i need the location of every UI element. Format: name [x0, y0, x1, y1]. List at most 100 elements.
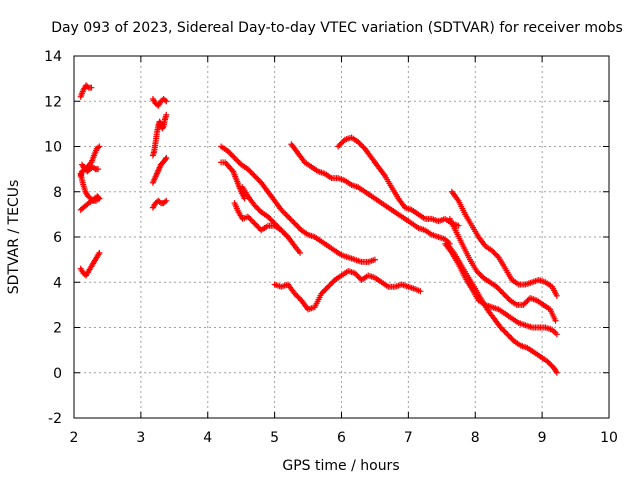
data-point [251, 172, 258, 179]
data-point [280, 209, 287, 216]
series-s9 [149, 154, 170, 186]
x-tick-label: 2 [70, 430, 79, 446]
data-point [336, 142, 343, 149]
data-point [156, 198, 163, 205]
data-point [256, 207, 263, 214]
data-point [553, 331, 560, 338]
data-point [499, 289, 505, 296]
grid-lines [74, 56, 609, 418]
data-point [252, 174, 259, 181]
series-s10 [149, 197, 170, 211]
data-point [227, 150, 234, 157]
series-s18 [448, 188, 560, 299]
series-s16 [288, 141, 453, 247]
data-point [496, 286, 503, 293]
data-point [478, 273, 485, 280]
data-point [255, 224, 262, 231]
data-point [524, 297, 531, 304]
data-point [339, 139, 346, 146]
data-point [473, 267, 480, 274]
data-point [280, 229, 287, 236]
data-point [476, 270, 483, 277]
data-point [357, 141, 364, 148]
x-tick-label: 3 [136, 430, 145, 446]
data-point [278, 227, 285, 234]
data-point [553, 292, 560, 299]
x-tick-label: 7 [404, 430, 413, 446]
data-point [95, 166, 102, 173]
data-point [291, 290, 298, 297]
x-tick-label: 5 [270, 430, 279, 446]
data-point [504, 331, 511, 338]
data-point [371, 256, 378, 263]
data-point [494, 285, 501, 292]
series-s1 [77, 82, 95, 100]
data-point [247, 168, 254, 175]
data-point [340, 138, 347, 145]
data-point [255, 206, 262, 213]
data-point [252, 203, 259, 210]
series-s11 [218, 143, 378, 265]
x-axis-label: GPS time / hours [282, 458, 399, 474]
data-point [492, 251, 499, 258]
data-point [297, 225, 304, 232]
data-point [500, 290, 507, 297]
data-point [293, 291, 300, 298]
data-point [491, 250, 498, 257]
data-point [509, 336, 516, 343]
data-point [294, 223, 301, 230]
data-point [251, 202, 258, 209]
data-point [505, 332, 512, 339]
data-point [95, 194, 102, 201]
data-point [236, 160, 243, 167]
data-point [163, 154, 170, 161]
data-point [254, 205, 261, 212]
data-point [224, 148, 231, 155]
data-point [505, 295, 512, 302]
data-point [290, 219, 297, 226]
data-point [159, 124, 166, 131]
data-point [523, 299, 530, 306]
data-point [279, 208, 286, 215]
data-point [335, 143, 342, 150]
data-point [355, 138, 362, 145]
series-s6 [77, 249, 103, 279]
series-s21 [444, 240, 560, 376]
y-tick-label: 2 [53, 321, 62, 337]
data-point [244, 213, 251, 220]
data-point [488, 247, 495, 254]
data-point [497, 287, 504, 294]
data-point [359, 143, 366, 150]
data-point [294, 293, 301, 300]
data-point [337, 140, 344, 147]
data-point [548, 362, 555, 369]
data-point [322, 286, 329, 293]
data-point [254, 223, 261, 230]
data-point [246, 167, 253, 174]
series-s8 [149, 111, 170, 159]
data-point [84, 83, 91, 90]
data-point [96, 195, 103, 202]
series-s15 [271, 267, 424, 313]
data-point [544, 358, 551, 365]
data-point [289, 217, 296, 224]
data-point [287, 216, 294, 223]
data-point [163, 197, 170, 204]
data-point [246, 214, 253, 221]
x-tick-label: 9 [538, 430, 547, 446]
data-point [547, 361, 554, 368]
data-point [330, 278, 337, 285]
data-point [499, 325, 505, 332]
x-tick-label: 6 [337, 430, 346, 446]
x-tick-label: 4 [203, 430, 212, 446]
data-point [321, 287, 328, 294]
data-point [354, 272, 361, 279]
data-point [88, 84, 95, 91]
data-point [264, 213, 271, 220]
data-point [234, 157, 241, 164]
data-point [250, 171, 257, 178]
data-point [319, 289, 326, 296]
data-point [84, 201, 91, 208]
y-tick-label: 0 [53, 366, 62, 382]
data-point [552, 317, 559, 324]
